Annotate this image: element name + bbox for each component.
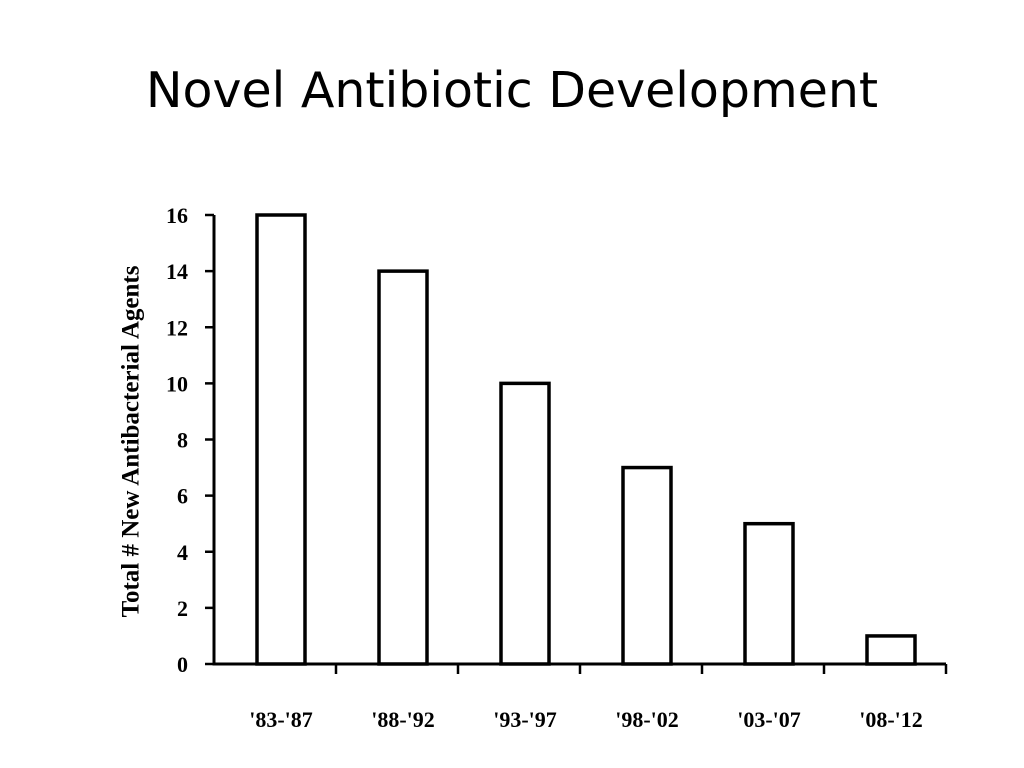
y-tick-label: 16: [166, 203, 188, 228]
x-tick-label: '88-'92: [371, 707, 435, 732]
x-tick-label: '03-'07: [737, 707, 801, 732]
y-axis-title: Total # New Antibacterial Agents: [118, 265, 145, 617]
x-tick-label: '93-'97: [493, 707, 557, 732]
y-tick-label: 6: [177, 484, 188, 509]
x-tick-label: '08-'12: [859, 707, 923, 732]
bar: [499, 381, 551, 666]
y-tick-label: 4: [177, 540, 188, 565]
x-axis-ticks: '83-'87 '88-'92 '93-'97 '98-'02 '03-'07 '08-'…: [249, 664, 948, 732]
y-tick-label: 0: [177, 652, 188, 677]
y-tick-label: 2: [177, 596, 188, 621]
bar: [743, 521, 795, 666]
bar: [621, 465, 673, 666]
bars: [255, 213, 917, 666]
y-tick-label: 12: [166, 315, 188, 340]
y-tick-label: 14: [166, 259, 188, 284]
slide-title: Novel Antibiotic Development: [145, 62, 879, 119]
bar: [377, 269, 429, 666]
x-tick-label: '83-'87: [249, 707, 313, 732]
y-tick-label: 10: [166, 371, 188, 396]
y-tick-label: 8: [177, 428, 188, 453]
x-tick-label: '98-'02: [615, 707, 679, 732]
bar: [255, 213, 307, 666]
bar: [865, 634, 917, 666]
y-axis-ticks: 0 2 4 6 8 10 12 14 16: [166, 203, 214, 677]
